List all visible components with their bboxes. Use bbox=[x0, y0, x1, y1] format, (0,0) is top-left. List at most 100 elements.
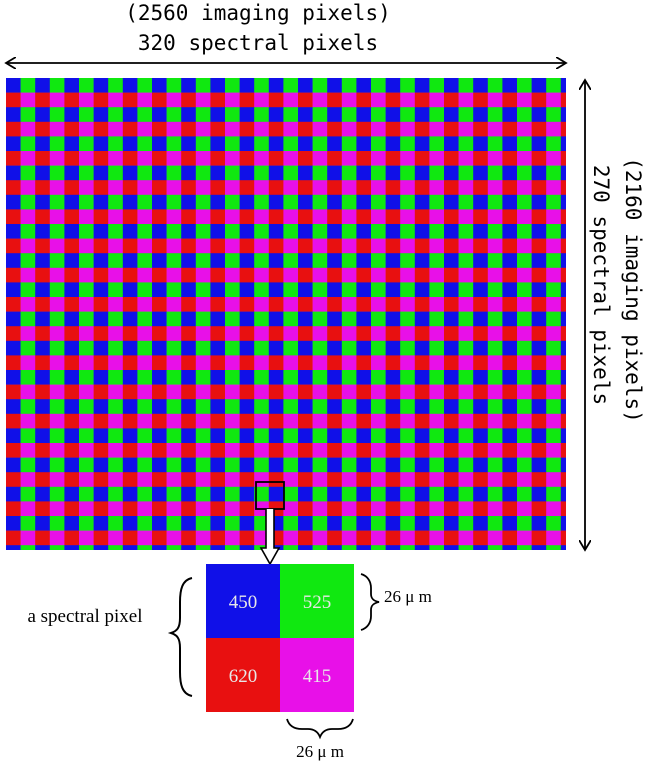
mosaic-cell bbox=[531, 121, 547, 137]
mosaic-cell bbox=[327, 121, 343, 137]
mosaic-cell bbox=[79, 297, 94, 312]
mosaic-cell bbox=[49, 282, 65, 298]
mosaic-cell bbox=[35, 413, 51, 429]
mosaic-cell bbox=[268, 253, 284, 269]
mosaic-cell bbox=[195, 413, 211, 429]
mosaic-cell bbox=[181, 107, 197, 123]
mosaic-cell bbox=[49, 326, 65, 342]
mosaic-cell bbox=[35, 428, 51, 444]
mosaic-cell bbox=[371, 209, 386, 225]
mosaic-cell bbox=[239, 121, 255, 137]
mosaic-cell bbox=[152, 472, 167, 488]
mosaic-cell bbox=[93, 267, 109, 283]
mosaic-cell bbox=[254, 165, 270, 181]
right-spectral-pixels-label: 270 spectral pixels bbox=[589, 165, 613, 405]
mosaic-cell bbox=[560, 151, 566, 166]
mosaic-cell bbox=[93, 384, 109, 400]
mosaic-cell bbox=[254, 107, 270, 123]
mosaic-cell bbox=[6, 297, 21, 312]
mosaic-cell bbox=[6, 224, 21, 239]
mosaic-cell bbox=[356, 282, 372, 298]
mosaic-cell bbox=[64, 326, 80, 342]
mosaic-cell bbox=[414, 443, 430, 458]
mosaic-cell bbox=[385, 399, 401, 415]
mosaic-cell bbox=[166, 165, 182, 181]
mosaic-cell bbox=[546, 107, 562, 123]
mosaic-cell bbox=[560, 355, 566, 371]
mosaic-cell bbox=[502, 107, 518, 123]
mosaic-cell bbox=[64, 384, 80, 400]
mosaic-cell bbox=[414, 457, 430, 473]
mosaic-cell bbox=[298, 107, 313, 123]
mosaic-cell bbox=[6, 180, 21, 196]
mosaic-cell bbox=[6, 486, 21, 502]
mosaic-cell bbox=[487, 472, 503, 488]
mosaic-cell bbox=[268, 399, 284, 415]
mosaic-cell bbox=[473, 78, 489, 93]
mosaic-cell bbox=[108, 238, 124, 254]
mosaic-cell bbox=[79, 340, 94, 356]
mosaic-cell bbox=[458, 413, 474, 429]
mosaic-cell bbox=[560, 501, 566, 517]
mosaic-cell bbox=[166, 443, 182, 458]
mosaic-cell bbox=[487, 486, 503, 502]
mosaic-cell bbox=[181, 121, 197, 137]
mosaic-cell bbox=[444, 486, 459, 502]
mosaic-cell bbox=[414, 165, 430, 181]
mosaic-cell bbox=[356, 311, 372, 327]
mosaic-cell bbox=[210, 165, 226, 181]
mosaic-cell bbox=[400, 253, 416, 269]
right-size-brace bbox=[360, 573, 380, 631]
mosaic-cell bbox=[341, 501, 357, 517]
mosaic-cell bbox=[458, 340, 474, 356]
mosaic-cell bbox=[444, 151, 459, 166]
mosaic-cell bbox=[49, 501, 65, 517]
mosaic-cell bbox=[283, 311, 299, 327]
mosaic-cell bbox=[487, 340, 503, 356]
mosaic-cell bbox=[298, 165, 313, 181]
mosaic-cell bbox=[487, 457, 503, 473]
mosaic-cell bbox=[93, 428, 109, 444]
mosaic-cell bbox=[458, 180, 474, 196]
mosaic-cell bbox=[152, 224, 167, 239]
mosaic-cell bbox=[531, 209, 547, 225]
mosaic-cell bbox=[49, 136, 65, 152]
mosaic-cell bbox=[195, 311, 211, 327]
mosaic-cell bbox=[487, 370, 503, 385]
mosaic-cell bbox=[341, 311, 357, 327]
mosaic-cell bbox=[312, 399, 328, 415]
mosaic-cell bbox=[531, 384, 547, 400]
mosaic-cell bbox=[93, 472, 109, 488]
mosaic-cell bbox=[210, 399, 226, 415]
mosaic-cell bbox=[64, 370, 80, 385]
mosaic-cell bbox=[517, 180, 532, 196]
mosaic-cell bbox=[371, 253, 386, 269]
zoom-cell-415 bbox=[280, 638, 354, 712]
mosaic-cell bbox=[458, 428, 474, 444]
mosaic-cell bbox=[487, 194, 503, 210]
mosaic-cell bbox=[225, 253, 240, 269]
mosaic-cell bbox=[298, 238, 313, 254]
mosaic-cell bbox=[546, 428, 562, 444]
mosaic-cell bbox=[35, 180, 51, 196]
mosaic-cell bbox=[531, 457, 547, 473]
mosaic-cell bbox=[502, 311, 518, 327]
mosaic-cell bbox=[546, 78, 562, 93]
mosaic-cell bbox=[166, 501, 182, 517]
mosaic-cell bbox=[64, 340, 80, 356]
mosaic-cell bbox=[195, 92, 211, 108]
mosaic-cell bbox=[473, 545, 489, 550]
mosaic-cell bbox=[268, 209, 284, 225]
mosaic-cell bbox=[210, 486, 226, 502]
mosaic-cell bbox=[64, 501, 80, 517]
mosaic-cell bbox=[152, 340, 167, 356]
mosaic-cell bbox=[93, 253, 109, 269]
mosaic-cell bbox=[371, 282, 386, 298]
spectral-pixel-brace bbox=[167, 577, 193, 697]
mosaic-cell bbox=[137, 194, 153, 210]
mosaic-cell bbox=[283, 545, 299, 550]
mosaic-cell bbox=[64, 121, 80, 137]
mosaic-cell bbox=[517, 151, 532, 166]
mosaic-cell bbox=[458, 78, 474, 93]
mosaic-cell bbox=[64, 238, 80, 254]
